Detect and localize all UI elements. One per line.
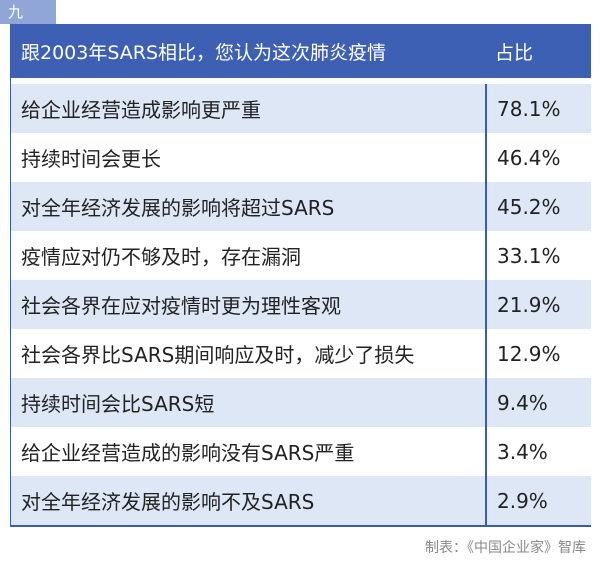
share-cell: 21.9% xyxy=(485,280,591,329)
table-row: 社会各界在应对疫情时更为理性客观 21.9% xyxy=(11,280,591,329)
header-row: 跟2003年SARS相比，您认为这次肺炎疫情 占比 xyxy=(11,24,591,78)
share-cell: 78.1% xyxy=(485,84,591,133)
table-row: 社会各界比SARS期间响应及时，减少了损失 12.9% xyxy=(11,329,591,378)
source-note: 制表：《中国企业家》智库 xyxy=(425,540,586,556)
share-cell: 33.1% xyxy=(485,231,591,280)
option-cell: 持续时间会比SARS短 xyxy=(21,392,215,416)
section-tab: 九 xyxy=(0,0,56,24)
option-cell: 给企业经营造成影响更严重 xyxy=(21,98,261,122)
option-cell: 给企业经营造成的影响没有SARS严重 xyxy=(21,441,355,465)
option-cell: 社会各界在应对疫情时更为理性客观 xyxy=(21,294,341,318)
table-row: 持续时间会更长 46.4% xyxy=(11,133,591,182)
table: 跟2003年SARS相比，您认为这次肺炎疫情 占比给企业经营造成影响更严重 78.1… xyxy=(10,24,591,527)
option-cell: 社会各界比SARS期间响应及时，减少了损失 xyxy=(21,343,415,367)
option-cell: 对全年经济发展的影响将超过SARS xyxy=(21,196,335,220)
table-row: 对全年经济发展的影响不及SARS 2.9% xyxy=(11,476,591,525)
share-cell: 2.9% xyxy=(485,476,591,525)
table-row: 对全年经济发展的影响将超过SARS 45.2% xyxy=(11,182,591,231)
table-row: 给企业经营造成的影响没有SARS严重 3.4% xyxy=(11,427,591,476)
option-cell: 对全年经济发展的影响不及SARS xyxy=(21,490,315,514)
share-cell: 9.4% xyxy=(485,378,591,427)
header-cell: 占比 xyxy=(495,41,534,64)
table-row: 给企业经营造成影响更严重 78.1% xyxy=(11,84,591,133)
option-cell: 疫情应对仍不够及时，存在漏洞 xyxy=(21,245,301,269)
share-cell: 12.9% xyxy=(485,329,591,378)
share-cell: 3.4% xyxy=(485,427,591,476)
table-row: 持续时间会比SARS短 9.4% xyxy=(11,378,591,427)
share-cell: 45.2% xyxy=(485,182,591,231)
option-cell: 持续时间会更长 xyxy=(21,147,161,171)
table-row: 疫情应对仍不够及时，存在漏洞 33.1% xyxy=(11,231,591,280)
header-cell: 跟2003年SARS相比，您认为这次肺炎疫情 xyxy=(21,41,387,64)
share-cell: 46.4% xyxy=(485,133,591,182)
